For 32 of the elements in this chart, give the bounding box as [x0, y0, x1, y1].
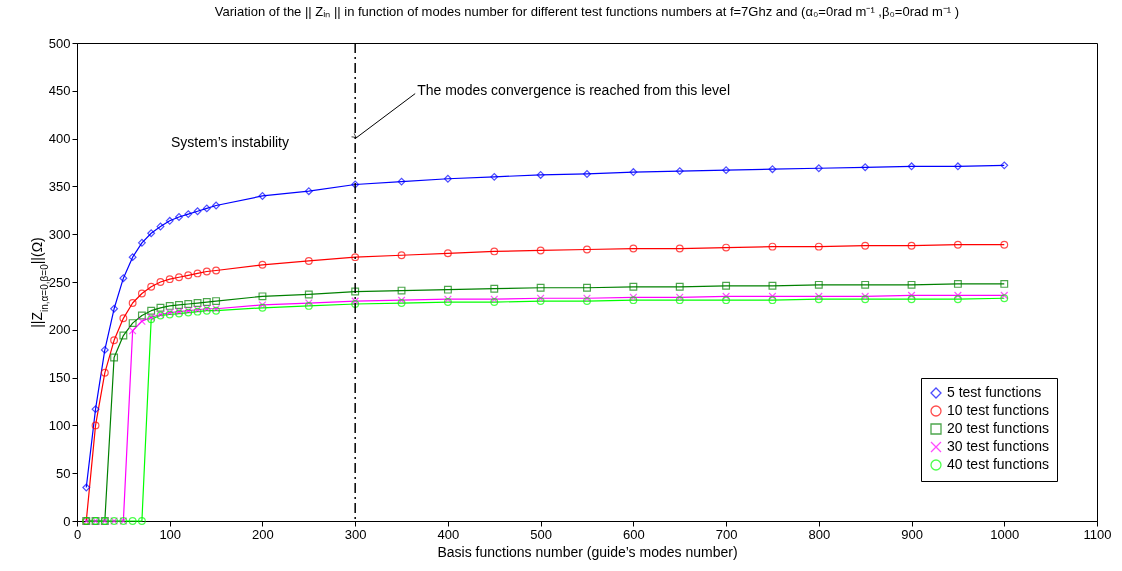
x-tick-label: 1000 — [990, 526, 1020, 542]
annotation: System’s instability — [170, 134, 290, 151]
x-tick-label: 600 — [623, 526, 645, 542]
y-tick-label: 300 — [48, 226, 71, 242]
y-tick-label: 350 — [48, 178, 71, 194]
y-tick-label: 200 — [48, 322, 71, 338]
x-tick-label: 0 — [73, 526, 82, 542]
x-tick-label: 100 — [159, 526, 182, 542]
legend-label: 40 test functions — [947, 456, 1049, 472]
legend-label: 20 test functions — [947, 420, 1049, 436]
y-tick-label: 250 — [48, 274, 71, 290]
x-tick-label: 500 — [530, 526, 552, 542]
y-tick-label: 100 — [48, 417, 71, 433]
y-tick-label: 500 — [48, 35, 71, 51]
y-tick-label: 50 — [56, 465, 71, 481]
x-tick-label: 800 — [808, 526, 831, 542]
x-tick-label: 400 — [437, 526, 460, 542]
x-tick-label: 900 — [901, 526, 923, 542]
y-tick-label: 450 — [48, 83, 71, 99]
chart-title: Variation of the || Zᵢₙ || in function of modes number for different test functions numbers at f=7Ghz and (α₀=0rad m⁻¹ ,β₀=0rad m⁻¹ ) — [214, 4, 960, 19]
legend-label: 10 test functions — [947, 402, 1049, 418]
y-tick-label: 0 — [63, 513, 71, 529]
y-tick-label: 400 — [48, 131, 71, 147]
y-tick-label: 150 — [48, 370, 71, 386]
annotation: The modes convergence is reached from this level — [417, 81, 731, 98]
x-tick-label: 200 — [252, 526, 274, 542]
x-axis-title: Basis functions number (guide’s modes number) — [437, 543, 738, 560]
x-tick-label: 1100 — [1083, 526, 1112, 542]
legend-label: 5 test functions — [947, 384, 1042, 400]
legend-label: 30 test functions — [947, 438, 1049, 454]
x-tick-label: 300 — [344, 526, 367, 542]
x-tick-label: 700 — [715, 526, 738, 542]
